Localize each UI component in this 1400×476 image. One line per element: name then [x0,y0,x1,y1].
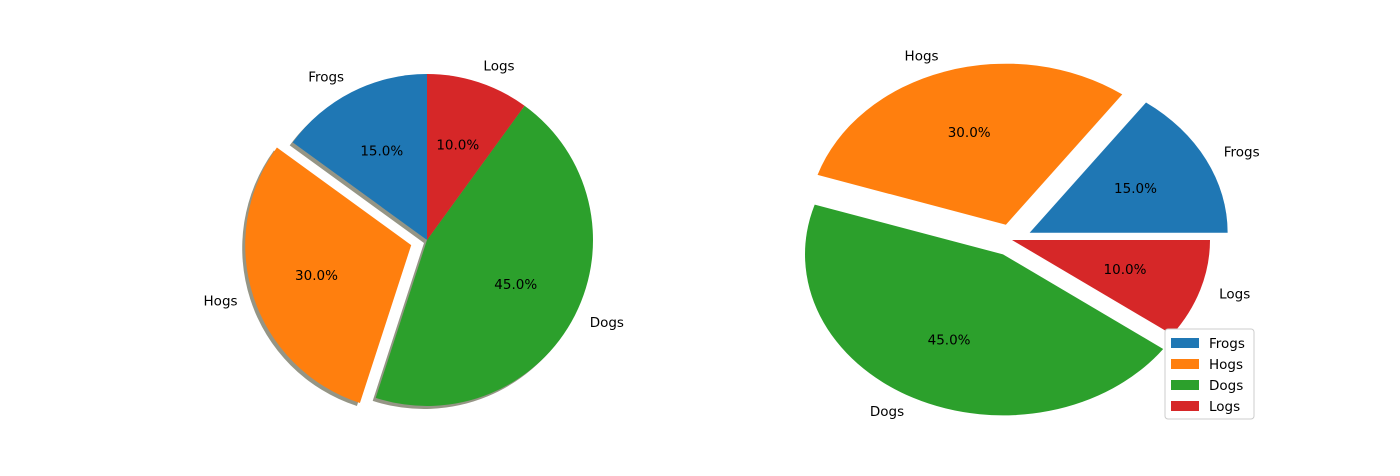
legend: Frogs Hogs Dogs Logs [1164,328,1255,420]
legend-swatch-hogs [1171,359,1199,369]
legend-swatch-frogs [1171,338,1199,348]
legend-label-logs: Logs [1209,399,1240,415]
label-frogs: Frogs [1224,144,1260,160]
label-dogs: Dogs [590,315,624,331]
percent-label-hogs: 30.0% [295,268,338,284]
pie-chart-left: Frogs 15.0% Hogs 30.0% Dogs 45.0% Logs 10.0% [204,58,624,409]
slice-hogs [245,147,412,404]
label-dogs: Dogs [870,404,904,420]
slice-logs [427,74,525,240]
legend-swatch-dogs [1171,380,1199,390]
percent-label-frogs: 15.0% [1114,181,1157,197]
label-logs: Logs [1219,287,1250,303]
legend-swatch-logs [1171,401,1199,411]
percent-label-frogs: 15.0% [360,143,403,159]
legend-label-frogs: Frogs [1209,336,1245,352]
percent-label-hogs: 30.0% [948,125,991,141]
label-logs: Logs [483,58,514,74]
percent-label-logs: 10.0% [436,137,479,153]
slice-logs [1012,240,1210,335]
label-hogs: Hogs [204,294,238,310]
percent-label-dogs: 45.0% [928,332,971,348]
legend-frame [1164,328,1255,420]
slice-dogs [805,204,1164,416]
slice-hogs [817,63,1123,225]
slice-frogs [292,74,427,240]
percent-label-dogs: 45.0% [494,277,537,293]
legend-label-hogs: Hogs [1209,357,1243,373]
slice-dogs [375,105,593,406]
percent-label-logs: 10.0% [1104,262,1147,278]
label-hogs: Hogs [905,48,939,64]
slice-frogs [1029,102,1228,233]
label-frogs: Frogs [308,69,344,85]
pie-chart-right: Frogs 15.0% Hogs 30.0% Dogs 45.0% Logs 10.0% Fro… [805,48,1260,420]
legend-label-dogs: Dogs [1209,378,1243,394]
